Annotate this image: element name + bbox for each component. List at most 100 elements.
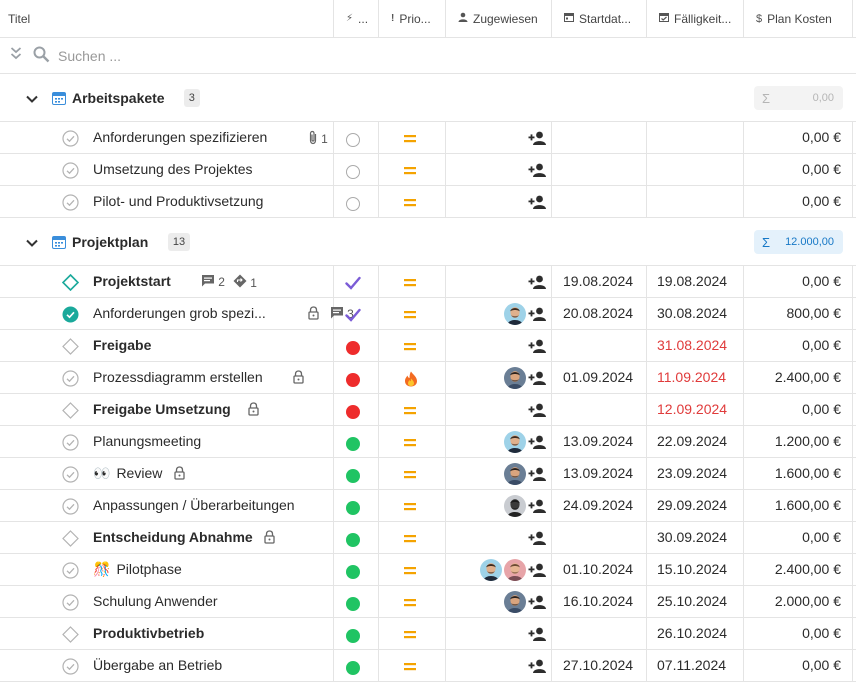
status-done-icon[interactable] — [345, 308, 361, 322]
column-header-due[interactable]: Fälligkeit... — [647, 0, 744, 37]
due-date[interactable]: 07.11.2024 — [657, 657, 727, 673]
due-date[interactable]: 30.08.2024 — [657, 305, 728, 321]
task-title[interactable]: Anpassungen / Überarbeitungen — [93, 497, 295, 513]
assignee-avatars[interactable] — [478, 559, 526, 581]
status-green-dot[interactable] — [346, 437, 360, 451]
start-date[interactable]: 27.10.2024 — [563, 657, 634, 673]
add-person-icon[interactable] — [528, 627, 547, 644]
status-red-dot[interactable] — [346, 373, 360, 387]
task-title[interactable]: Anforderungen grob spezi... — [93, 305, 266, 321]
status-red-dot[interactable] — [346, 405, 360, 419]
due-date[interactable]: 23.09.2024 — [657, 465, 728, 481]
priority-normal-icon[interactable] — [404, 467, 416, 483]
task-icon[interactable] — [62, 466, 79, 486]
task-icon[interactable] — [62, 130, 79, 150]
column-header-status[interactable]: ⚡... — [334, 0, 379, 37]
milestone-icon[interactable] — [62, 402, 79, 422]
plan-cost[interactable]: 2.400,00 € — [774, 369, 841, 385]
dependency-count[interactable]: 1 — [233, 274, 257, 291]
start-date[interactable]: 16.10.2024 — [563, 593, 634, 609]
column-header-title[interactable]: Titel — [0, 0, 334, 37]
add-person-icon[interactable] — [528, 595, 547, 612]
task-title[interactable]: Planungsmeeting — [93, 433, 202, 449]
priority-normal-icon[interactable] — [404, 403, 416, 419]
add-person-icon[interactable] — [528, 131, 547, 148]
priority-normal-icon[interactable] — [404, 275, 416, 291]
due-date[interactable]: 31.08.2024 — [657, 337, 728, 353]
task-title[interactable]: Entscheidung Abnahme — [93, 529, 253, 545]
due-date[interactable]: 29.09.2024 — [657, 497, 728, 513]
collapse-all-icon[interactable] — [10, 46, 22, 63]
table-row[interactable]: Planungsmeeting 13.09.2024 22.09.2024 1.200… — [0, 426, 856, 458]
avatar[interactable] — [504, 367, 526, 389]
avatar[interactable] — [504, 495, 526, 517]
status-green-dot[interactable] — [346, 597, 360, 611]
status-green-dot[interactable] — [346, 629, 360, 643]
avatar[interactable] — [504, 303, 526, 325]
task-icon[interactable] — [62, 434, 79, 454]
status-green-dot[interactable] — [346, 565, 360, 579]
priority-normal-icon[interactable] — [404, 131, 416, 147]
add-person-icon[interactable] — [528, 435, 547, 452]
due-date[interactable]: 30.09.2024 — [657, 529, 728, 545]
table-row[interactable]: Freigabe 31.08.2024 0,00 € — [0, 330, 856, 362]
priority-normal-icon[interactable] — [404, 627, 416, 643]
start-date[interactable]: 20.08.2024 — [563, 305, 634, 321]
avatar[interactable] — [504, 591, 526, 613]
priority-normal-icon[interactable] — [404, 531, 416, 547]
task-title[interactable]: Schulung Anwender — [93, 593, 218, 609]
plan-cost[interactable]: 0,00 € — [802, 129, 841, 145]
priority-normal-icon[interactable] — [404, 563, 416, 579]
plan-cost[interactable]: 0,00 € — [802, 193, 841, 209]
add-person-icon[interactable] — [528, 403, 547, 420]
table-row[interactable]: 🎊 Pilotphase 01.10.2024 15.10.2024 2.400,00 … — [0, 554, 856, 586]
plan-cost[interactable]: 0,00 € — [802, 273, 841, 289]
due-date[interactable]: 25.10.2024 — [657, 593, 728, 609]
plan-cost[interactable]: 1.600,00 € — [774, 465, 841, 481]
add-person-icon[interactable] — [528, 195, 547, 212]
task-icon[interactable] — [62, 162, 79, 182]
status-green-dot[interactable] — [346, 501, 360, 515]
avatar[interactable] — [504, 559, 526, 581]
status-open-dot[interactable] — [346, 165, 360, 179]
plan-cost[interactable]: 0,00 € — [802, 625, 841, 641]
table-row[interactable]: Anpassungen / Überarbeitungen 24.09.2024 2… — [0, 490, 856, 522]
comment-count[interactable]: 2 — [201, 274, 225, 290]
add-person-icon[interactable] — [528, 499, 547, 516]
task-title[interactable]: 🎊 Pilotphase — [93, 561, 182, 578]
table-row[interactable]: Pilot- und Produktivsetzung 0,00 € — [0, 186, 856, 218]
status-red-dot[interactable] — [346, 341, 360, 355]
task-icon[interactable] — [62, 194, 79, 214]
table-row[interactable]: Produktivbetrieb 26.10.2024 0,00 € — [0, 618, 856, 650]
milestone-icon[interactable] — [62, 626, 79, 646]
due-date[interactable]: 11.09.2024 — [657, 369, 727, 385]
add-person-icon[interactable] — [528, 563, 547, 580]
start-date[interactable]: 24.09.2024 — [563, 497, 634, 513]
column-header-priority[interactable]: ! Prio... — [379, 0, 446, 37]
start-date[interactable]: 01.09.2024 — [563, 369, 634, 385]
fire-icon[interactable] — [404, 371, 418, 390]
comment-count[interactable]: 3 — [330, 306, 354, 322]
add-person-icon[interactable] — [528, 163, 547, 180]
due-date[interactable]: 22.09.2024 — [657, 433, 728, 449]
milestone-icon[interactable] — [62, 338, 79, 358]
table-row[interactable]: Prozessdiagramm erstellen 01.09.2024 11.09… — [0, 362, 856, 394]
task-title[interactable]: Produktivbetrieb — [93, 625, 205, 641]
plan-cost[interactable]: 0,00 € — [802, 401, 841, 417]
priority-normal-icon[interactable] — [404, 435, 416, 451]
task-icon[interactable] — [62, 498, 79, 518]
add-person-icon[interactable] — [528, 307, 547, 324]
plan-cost[interactable]: 0,00 € — [802, 657, 841, 673]
task-title[interactable]: Anforderungen spezifizieren — [93, 129, 268, 145]
plan-cost[interactable]: 800,00 € — [786, 305, 842, 321]
table-row[interactable]: Anforderungen grob spezi... 3 20.08.2024 30… — [0, 298, 856, 330]
plan-cost[interactable]: 0,00 € — [802, 337, 841, 353]
table-row[interactable]: Schulung Anwender 16.10.2024 25.10.2024 2.0… — [0, 586, 856, 618]
due-date[interactable]: 19.08.2024 — [657, 273, 728, 289]
plan-cost[interactable]: 2.400,00 € — [774, 561, 841, 577]
add-person-icon[interactable] — [528, 275, 547, 292]
add-person-icon[interactable] — [528, 467, 547, 484]
plan-cost[interactable]: 0,00 € — [802, 161, 841, 177]
avatar[interactable] — [504, 463, 526, 485]
priority-normal-icon[interactable] — [404, 339, 416, 355]
